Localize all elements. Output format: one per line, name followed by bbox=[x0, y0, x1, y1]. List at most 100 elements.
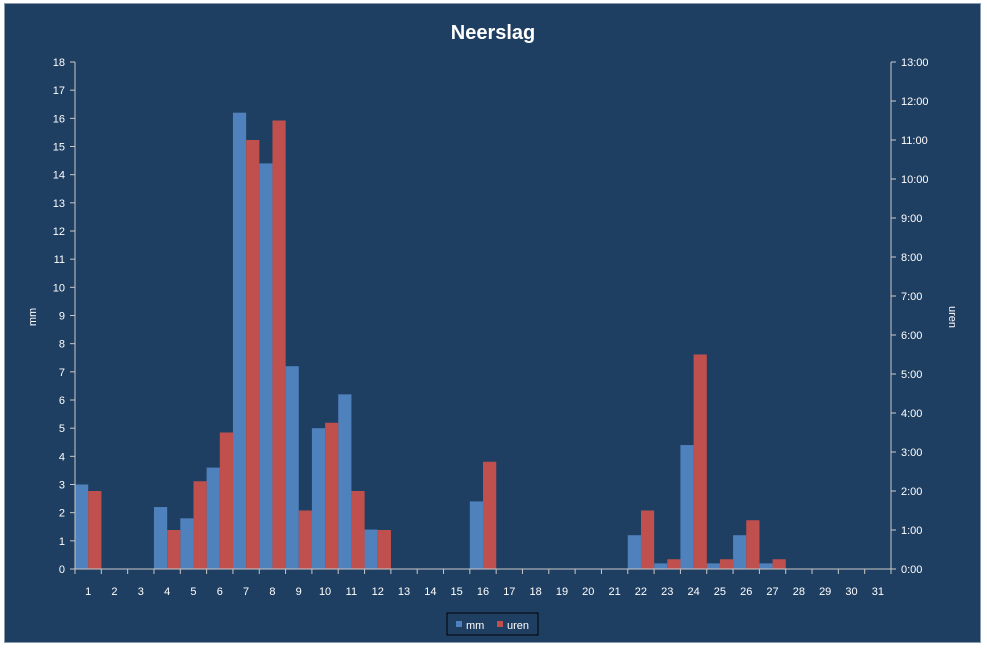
bar-uren-16 bbox=[483, 461, 497, 569]
bar-mm-4 bbox=[153, 507, 168, 569]
bar-uren-9 bbox=[298, 510, 312, 569]
y-left-tick-label: 17 bbox=[53, 85, 65, 97]
bar-uren-5 bbox=[193, 481, 207, 569]
bar-mm-6 bbox=[206, 467, 220, 569]
bar-uren-10 bbox=[325, 422, 339, 569]
y-left-tick-label: 3 bbox=[59, 480, 65, 492]
bar-mm-8 bbox=[259, 163, 273, 569]
legend: mm uren bbox=[446, 612, 539, 636]
y-left-tick-label: 6 bbox=[59, 395, 65, 407]
x-tick-label: 12 bbox=[372, 586, 384, 598]
x-tick-label: 18 bbox=[530, 586, 542, 598]
x-tick-label: 19 bbox=[556, 586, 568, 598]
bar-mm-16 bbox=[469, 501, 484, 569]
y-right-tick-label: 0:00 bbox=[901, 564, 922, 576]
chart-area: Neerslag mm uren 0 1 2 3 4 5 6 7 8 9 10 11 12 13 14 15 1… bbox=[4, 3, 981, 643]
y-right-tick-label: 4:00 bbox=[901, 408, 922, 420]
x-tick-label: 29 bbox=[819, 586, 831, 598]
x-tick-label: 26 bbox=[740, 586, 752, 598]
y-axis-left-label: mm bbox=[27, 308, 39, 326]
bar-uren-1 bbox=[88, 491, 102, 569]
bar-uren-4 bbox=[167, 530, 181, 569]
bar-mm-7 bbox=[232, 112, 247, 569]
y-left-tick-label: 14 bbox=[53, 170, 65, 182]
x-tick-label: 13 bbox=[398, 586, 410, 598]
x-tick-label: 30 bbox=[845, 586, 857, 598]
x-tick-label: 1 bbox=[85, 586, 91, 598]
y-left-tick-label: 9 bbox=[59, 311, 65, 323]
y-axis-right-label: uren bbox=[946, 306, 958, 328]
bar-mm-26 bbox=[733, 535, 747, 569]
y-left-tick-label: 4 bbox=[59, 451, 65, 463]
x-tick-label: 9 bbox=[296, 586, 302, 598]
y-right-tick-label: 11:00 bbox=[901, 135, 928, 147]
legend-swatch-mm bbox=[456, 621, 462, 627]
legend-label-mm: mm bbox=[466, 620, 484, 632]
chart-svg: Neerslag mm uren 01234567891011121314151… bbox=[27, 22, 958, 636]
bar-mm-23 bbox=[654, 563, 668, 569]
x-tick-label: 2 bbox=[111, 586, 117, 598]
y-left-tick-label: 15 bbox=[53, 142, 65, 154]
bar-uren-6 bbox=[219, 432, 234, 569]
y-right-tick-label: 8:00 bbox=[901, 252, 922, 264]
bars-group bbox=[75, 112, 786, 569]
x-tick-label: 16 bbox=[477, 586, 489, 598]
x-tick-label: 6 bbox=[217, 586, 223, 598]
x-tick-label: 24 bbox=[687, 586, 699, 598]
bar-mm-25 bbox=[706, 563, 720, 569]
y-left-tick-label: 11 bbox=[54, 254, 65, 266]
x-tick-label: 7 bbox=[243, 586, 249, 598]
y-right-tick-label: 10:00 bbox=[901, 174, 929, 186]
bar-mm-5 bbox=[180, 518, 194, 569]
y-right-tick-label: 7:00 bbox=[901, 291, 922, 303]
chart-title: Neerslag bbox=[451, 22, 536, 44]
y-right-tick-label: 3:00 bbox=[901, 447, 922, 459]
x-tick-label: 23 bbox=[661, 586, 673, 598]
bar-mm-12 bbox=[364, 529, 378, 569]
y-right-tick-label: 9:00 bbox=[901, 213, 922, 225]
y-left-tick-label: 2 bbox=[59, 508, 65, 520]
bar-uren-8 bbox=[272, 120, 286, 569]
bar-uren-24 bbox=[693, 354, 707, 569]
y-right-tick-label: 12:00 bbox=[901, 96, 929, 108]
bar-uren-22 bbox=[640, 510, 655, 569]
x-tick-label: 14 bbox=[424, 586, 436, 598]
x-tick-label: 22 bbox=[635, 586, 647, 598]
bar-uren-27 bbox=[772, 559, 786, 569]
x-tick-label: 31 bbox=[872, 586, 884, 598]
bar-mm-11 bbox=[338, 394, 352, 569]
bar-uren-23 bbox=[667, 559, 681, 569]
x-tick-label: 10 bbox=[319, 586, 331, 598]
bar-mm-1 bbox=[75, 484, 89, 569]
bar-mm-10 bbox=[311, 428, 326, 569]
x-tick-label: 4 bbox=[164, 586, 170, 598]
x-tick-label: 3 bbox=[138, 586, 144, 598]
bar-uren-25 bbox=[719, 559, 734, 569]
x-tick-label: 21 bbox=[608, 586, 620, 598]
legend-swatch-uren bbox=[497, 621, 503, 627]
y-left-tick-label: 5 bbox=[59, 423, 65, 435]
bar-uren-26 bbox=[746, 520, 760, 569]
x-tick-label: 28 bbox=[793, 586, 805, 598]
y-right-tick-label: 13:00 bbox=[901, 57, 929, 69]
axes-group: 01234567891011121314151617180:001:002:00… bbox=[53, 57, 929, 598]
legend-label-uren: uren bbox=[507, 620, 529, 632]
y-left-tick-label: 0 bbox=[59, 564, 65, 576]
y-left-tick-label: 1 bbox=[59, 536, 65, 548]
y-left-tick-label: 8 bbox=[59, 339, 65, 351]
bar-uren-7 bbox=[246, 140, 260, 569]
x-tick-label: 8 bbox=[269, 586, 275, 598]
x-tick-label: 17 bbox=[503, 586, 515, 598]
y-right-tick-label: 6:00 bbox=[901, 330, 922, 342]
x-tick-label: 15 bbox=[451, 586, 463, 598]
x-tick-label: 5 bbox=[190, 586, 196, 598]
x-tick-label: 25 bbox=[714, 586, 726, 598]
y-left-tick-label: 7 bbox=[59, 367, 65, 379]
x-tick-label: 27 bbox=[766, 586, 778, 598]
x-tick-label: 11 bbox=[346, 586, 357, 598]
x-tick-label: 20 bbox=[582, 586, 594, 598]
bar-mm-22 bbox=[627, 535, 641, 569]
bar-mm-27 bbox=[759, 563, 773, 569]
y-left-tick-label: 16 bbox=[53, 113, 65, 125]
y-left-tick-label: 10 bbox=[53, 282, 65, 294]
